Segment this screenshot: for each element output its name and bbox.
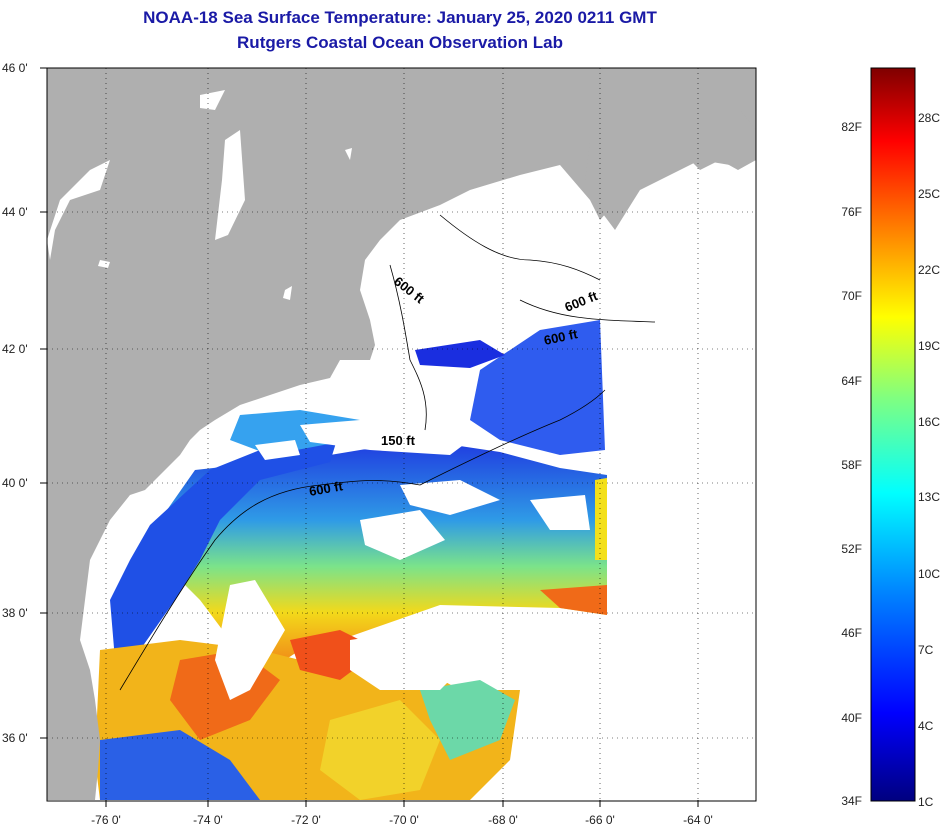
y-ticks: [40, 67, 47, 739]
lat-lon-grid: [47, 68, 756, 800]
color-scale-legend: 82F 76F 70F 64F 58F 52F 46F 40F 34F 28C …: [841, 67, 940, 809]
scale-label-4c: 4C: [918, 719, 934, 733]
map-subtitle: Rutgers Coastal Ocean Observation Lab: [237, 33, 563, 52]
scale-label-16c: 16C: [918, 415, 940, 429]
scale-label-7c: 7C: [918, 643, 934, 657]
contour-label-4: 150 ft: [381, 433, 416, 448]
scale-label-76f: 76F: [841, 205, 862, 219]
lon-label-74: -74 0': [193, 813, 223, 827]
scale-label-40f: 40F: [841, 711, 862, 725]
bathymetry-contours: [119, 214, 656, 691]
contour-label-3: 600 ft: [543, 326, 580, 348]
scale-label-70f: 70F: [841, 289, 862, 303]
x-ticks: [105, 800, 699, 807]
lat-label-44: 44 0': [2, 205, 28, 219]
lat-label-40: 40 0': [2, 476, 28, 490]
lon-label-76: -76 0': [91, 813, 121, 827]
lat-label-42: 42 0': [2, 342, 28, 356]
lon-label-66: -66 0': [585, 813, 615, 827]
lon-label-72: -72 0': [291, 813, 321, 827]
scale-label-34f: 34F: [841, 794, 862, 808]
inland-water: [47, 90, 352, 300]
scale-label-19c: 19C: [918, 339, 940, 353]
scale-label-64f: 64F: [841, 374, 862, 388]
scale-label-82f: 82F: [841, 120, 862, 134]
scale-label-13c: 13C: [918, 490, 940, 504]
lat-label-38: 38 0': [2, 606, 28, 620]
lat-label-36: 36 0': [2, 731, 28, 745]
scale-label-28c: 28C: [918, 111, 940, 125]
latitude-labels: 46 0' 44 0' 42 0' 40 0' 38 0' 36 0': [2, 61, 28, 745]
contour-label-5: 600 ft: [308, 478, 345, 499]
scale-label-58f: 58F: [841, 458, 862, 472]
scale-label-22c: 22C: [918, 263, 940, 277]
sst-field: [95, 320, 607, 800]
scale-label-52f: 52F: [841, 542, 862, 556]
scale-label-25c: 25C: [918, 187, 940, 201]
scale-label-10c: 10C: [918, 567, 940, 581]
lon-label-70: -70 0': [389, 813, 419, 827]
lon-label-64: -64 0': [683, 813, 713, 827]
lon-label-68: -68 0': [488, 813, 518, 827]
celsius-scale: 28C 25C 22C 19C 16C 13C 10C 7C 4C 1C: [918, 111, 940, 809]
land-mass: [47, 68, 756, 800]
lat-label-46: 46 0': [2, 61, 28, 75]
scale-label-46f: 46F: [841, 626, 862, 640]
longitude-labels: -76 0' -74 0' -72 0' -70 0' -68 0' -66 0…: [91, 813, 713, 827]
color-scale-bar: [870, 67, 916, 802]
map-title: NOAA-18 Sea Surface Temperature: January…: [143, 8, 657, 27]
fahrenheit-scale: 82F 76F 70F 64F 58F 52F 46F 40F 34F: [841, 120, 862, 808]
scale-label-1c: 1C: [918, 795, 934, 809]
plot-frame: [46, 67, 757, 802]
